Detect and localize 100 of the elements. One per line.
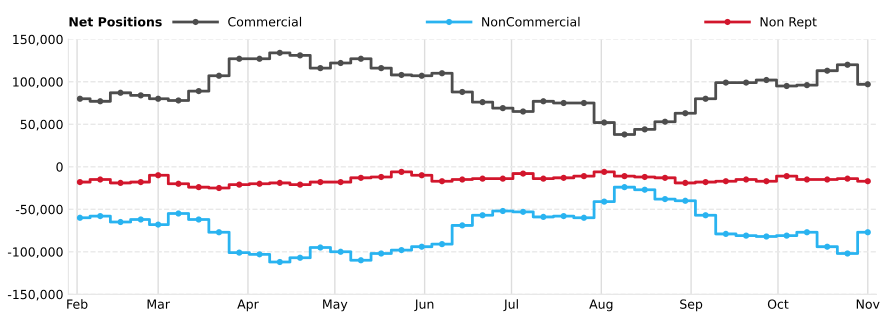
x-tick-label: Apr bbox=[237, 300, 259, 312]
point bbox=[601, 119, 608, 126]
legend-title: Net Positions bbox=[70, 16, 162, 27]
point bbox=[296, 182, 304, 188]
point bbox=[459, 176, 466, 183]
point bbox=[276, 180, 283, 186]
point bbox=[155, 96, 162, 102]
point bbox=[338, 248, 344, 255]
point bbox=[560, 174, 567, 181]
y-tick-label: 50,000 bbox=[20, 120, 63, 130]
point bbox=[236, 250, 242, 256]
point bbox=[784, 232, 790, 239]
point bbox=[317, 65, 324, 72]
y-tick-label: -150,000 bbox=[8, 290, 63, 300]
point bbox=[702, 212, 709, 218]
point bbox=[702, 178, 709, 186]
point bbox=[358, 257, 364, 264]
point bbox=[175, 97, 182, 104]
legend-label: Non Rept bbox=[760, 17, 817, 29]
point bbox=[276, 50, 283, 56]
point bbox=[236, 56, 242, 62]
point bbox=[216, 72, 222, 79]
point bbox=[824, 68, 830, 74]
point bbox=[155, 172, 162, 178]
point bbox=[540, 214, 546, 220]
point bbox=[560, 100, 567, 106]
point bbox=[824, 244, 830, 250]
point bbox=[479, 176, 486, 182]
point bbox=[216, 229, 222, 236]
point bbox=[520, 170, 526, 177]
point bbox=[682, 110, 688, 116]
point bbox=[398, 246, 405, 254]
point bbox=[763, 178, 770, 184]
point bbox=[722, 178, 729, 184]
y-tick-label: 100,000 bbox=[13, 77, 63, 88]
point bbox=[256, 180, 263, 187]
point bbox=[621, 131, 628, 138]
point bbox=[742, 79, 750, 86]
x-tick-label: Aug bbox=[589, 300, 612, 312]
point bbox=[621, 172, 628, 180]
y-tick-label: 0 bbox=[56, 162, 63, 172]
point bbox=[864, 178, 871, 184]
point bbox=[763, 76, 770, 84]
point bbox=[662, 196, 668, 202]
point bbox=[438, 178, 446, 184]
point bbox=[844, 62, 851, 68]
point bbox=[338, 178, 344, 186]
point bbox=[500, 104, 506, 112]
point bbox=[864, 229, 871, 236]
point bbox=[702, 96, 709, 102]
point bbox=[742, 176, 750, 183]
point bbox=[722, 79, 729, 86]
point bbox=[804, 82, 810, 88]
point bbox=[621, 184, 628, 190]
y-tick-label: 150,000 bbox=[13, 34, 63, 46]
point bbox=[196, 184, 202, 190]
point bbox=[155, 221, 162, 228]
x-tick-label: Jun bbox=[414, 300, 434, 312]
x-tick-label: Feb bbox=[67, 299, 88, 309]
point bbox=[338, 60, 344, 66]
point bbox=[662, 118, 668, 125]
point bbox=[459, 222, 466, 229]
point bbox=[540, 176, 546, 182]
point bbox=[844, 250, 851, 257]
point bbox=[256, 56, 263, 62]
point bbox=[500, 176, 506, 182]
point bbox=[358, 56, 364, 62]
point bbox=[378, 174, 384, 180]
point bbox=[418, 172, 425, 178]
point bbox=[560, 212, 567, 220]
point bbox=[438, 241, 446, 248]
point bbox=[682, 198, 688, 204]
y-tick-label: -50,000 bbox=[16, 204, 63, 216]
point bbox=[479, 99, 486, 106]
legend-label: Commercial bbox=[228, 16, 302, 27]
point bbox=[520, 108, 526, 115]
point bbox=[196, 216, 202, 223]
point bbox=[196, 88, 202, 94]
point bbox=[804, 229, 810, 236]
point bbox=[580, 172, 588, 180]
point bbox=[317, 178, 324, 186]
point bbox=[784, 82, 790, 90]
point bbox=[722, 230, 729, 238]
point bbox=[682, 180, 688, 186]
point bbox=[742, 232, 750, 239]
point bbox=[864, 81, 871, 88]
x-tick-label: Mar bbox=[148, 300, 170, 309]
point bbox=[844, 176, 851, 182]
point bbox=[642, 126, 648, 132]
point bbox=[418, 72, 425, 79]
point bbox=[438, 70, 446, 76]
point bbox=[418, 244, 425, 250]
point bbox=[398, 168, 405, 175]
point bbox=[601, 168, 608, 175]
y-tick-label: -100,000 bbox=[8, 247, 63, 258]
point bbox=[175, 180, 182, 187]
point bbox=[175, 210, 182, 217]
x-tick-label: Oct bbox=[768, 299, 788, 309]
point bbox=[642, 174, 648, 180]
x-tick-label: Jul bbox=[503, 299, 518, 312]
